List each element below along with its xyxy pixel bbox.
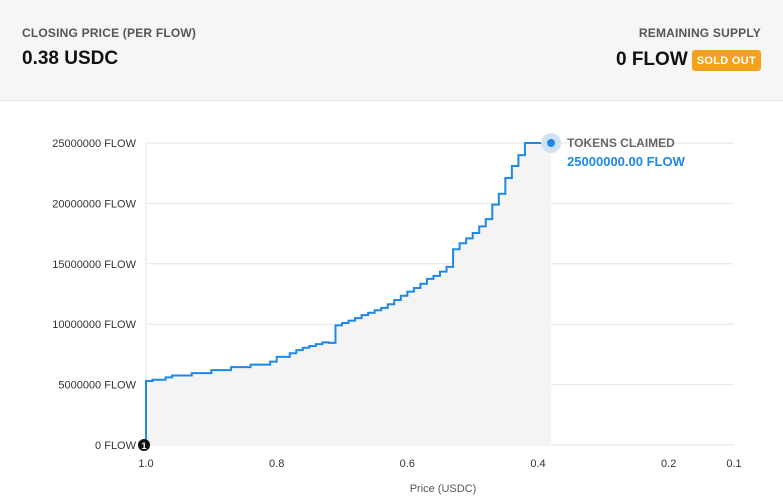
area-path: [146, 143, 552, 445]
start-marker-dot: [138, 439, 150, 451]
remaining-supply: 0 FLOW SOLD OUT: [616, 49, 761, 71]
y-tick-label: 5000000 FLOW: [58, 380, 136, 392]
x-tick-label: 0.4: [530, 458, 545, 470]
end-point-dot: [547, 139, 556, 147]
summary-header: CLOSING PRICE (PER FLOW) 0.38 USDC REMAI…: [0, 0, 783, 101]
x-axis: 1.0 0.8 0.6 0.4 0.2 0.1: [138, 458, 741, 470]
area-fill: [146, 143, 552, 445]
series-line-path: [145, 142, 552, 445]
start-marker-label: 1: [141, 441, 146, 451]
y-axis: 0 FLOW 5000000 FLOW 10000000 FLOW 15000000 …: [52, 138, 136, 452]
remaining-supply-value: 0 FLOW: [615, 49, 688, 70]
x-axis-title: Price (USDC): [410, 483, 477, 495]
tokens-claimed-value: 25000000.00 FLOW: [567, 154, 686, 169]
y-tick-label: 10000000 FLOW: [52, 319, 136, 331]
y-tick-label: 15000000 FLOW: [52, 259, 136, 271]
sold-out-badge: SOLD OUT: [691, 49, 761, 71]
price-supply-chart: 0 FLOW 5000000 FLOW 10000000 FLOW 15000000 …: [52, 133, 742, 495]
x-tick-label: 0.2: [661, 458, 676, 470]
y-tick-label: 0 FLOW: [95, 440, 137, 452]
closing-price-value: 0.38 USDC: [22, 48, 119, 69]
x-tick-label: 1.0: [138, 458, 153, 470]
x-tick-label: 0.6: [400, 458, 415, 470]
remaining-supply-label: REMAINING SUPPLY: [638, 26, 761, 40]
closing-price-label: CLOSING PRICE (PER FLOW): [22, 26, 197, 40]
markers: TOKENS CLAIMED 25000000.00 FLOW 1: [138, 133, 686, 451]
x-tick-label: 0.8: [269, 458, 284, 470]
tokens-claimed-label: TOKENS CLAIMED: [567, 136, 675, 150]
y-tick-label: 20000000 FLOW: [52, 198, 136, 210]
y-tick-label: 25000000 FLOW: [52, 138, 136, 150]
x-tick-label: 0.1: [726, 458, 741, 470]
series-line: [145, 142, 552, 445]
